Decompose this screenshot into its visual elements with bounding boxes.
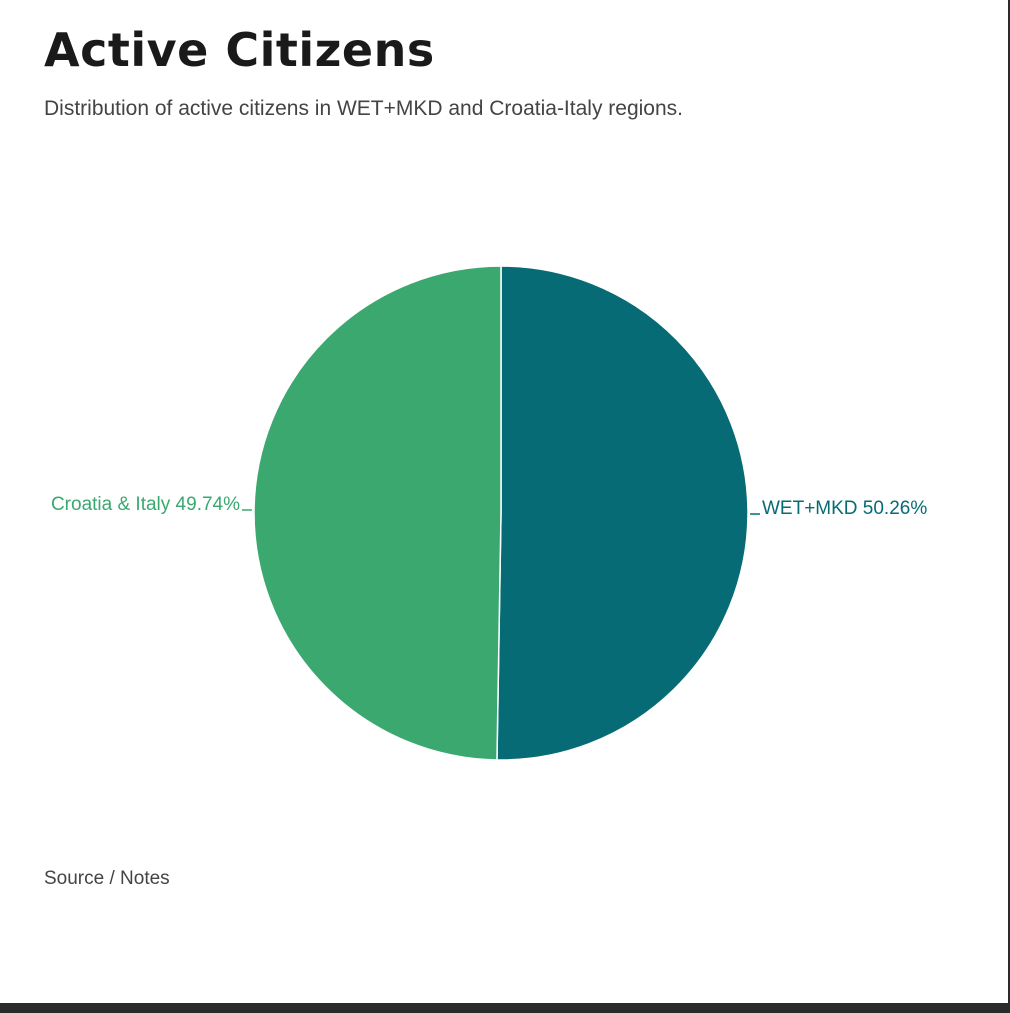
bottom-bar (0, 1003, 1010, 1013)
pie-slice-0 (496, 265, 749, 761)
pie-slices (253, 265, 749, 761)
pie-slice-label-0: WET+MKD 50.26% (762, 498, 927, 519)
pie-slice-1 (253, 265, 502, 761)
pie-labels: WET+MKD 50.26% Croatia & Italy 49.74% (51, 494, 927, 519)
chart-title: Active Citizens (44, 23, 435, 77)
pie-slice-label-1: Croatia & Italy 49.74% (51, 494, 240, 515)
chart-subtitle: Distribution of active citizens in WET+M… (44, 97, 683, 120)
source-notes: Source / Notes (44, 868, 170, 889)
right-border (1008, 0, 1010, 1003)
